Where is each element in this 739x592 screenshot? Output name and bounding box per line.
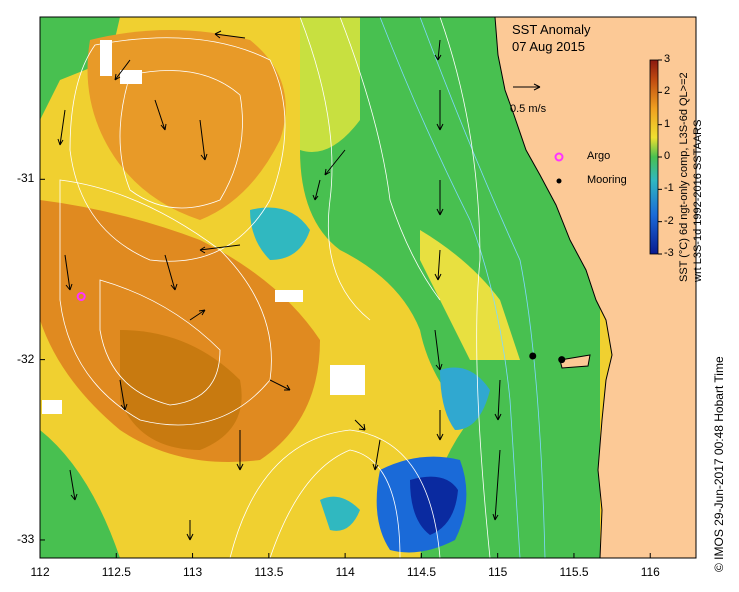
markers	[76, 292, 566, 364]
argo-float-marker	[76, 292, 86, 302]
colorbar-ticks	[658, 59, 662, 255]
current-arrow	[434, 39, 442, 61]
ssh-contour	[439, 17, 491, 558]
current-arrow	[434, 329, 443, 371]
x-tick-label: 113.5	[254, 565, 284, 579]
current-arrow	[354, 419, 366, 431]
current-arrow	[312, 179, 321, 201]
island	[559, 354, 591, 369]
ssh-contour	[229, 429, 441, 558]
mooring-marker	[529, 352, 537, 360]
colorbar-tick-label: 1	[664, 117, 671, 130]
argo-legend-label: Argo	[587, 150, 611, 162]
map-date: 07 Aug 2015	[512, 39, 586, 54]
current-arrow	[492, 449, 501, 521]
colorbar-tick-label: -1	[664, 182, 674, 195]
cool-anomaly-patch-3	[320, 496, 360, 531]
current-arrow	[214, 30, 246, 39]
colorbar-tick-label: -3	[664, 247, 674, 259]
current-arrow	[57, 109, 66, 146]
current-arrow	[69, 469, 78, 501]
ssh-contour	[99, 279, 221, 406]
ssh-contour	[299, 17, 371, 321]
current-arrow	[436, 90, 444, 131]
isobath-line	[419, 17, 546, 558]
mooring-legend-label: Mooring	[587, 174, 627, 186]
x-tick-label: 114	[335, 565, 355, 579]
current-arrow	[436, 180, 444, 216]
x-tick-label: 114.5	[406, 565, 437, 579]
ssh-contour	[119, 70, 243, 209]
y-tick-label: -32	[17, 351, 35, 366]
current-arrow	[64, 254, 73, 291]
current-arrow	[164, 254, 178, 291]
cold-anomaly-core	[410, 476, 458, 535]
colorbar-tick-label: 3	[664, 53, 671, 65]
current-vectors	[57, 30, 502, 541]
current-arrow	[186, 520, 194, 541]
ssh-contour	[339, 17, 441, 301]
colorbar-tick-label: 2	[664, 85, 671, 98]
cool-anomaly-patch-1	[250, 207, 310, 260]
current-arrow	[436, 410, 444, 441]
axis-ticks	[39, 178, 651, 558]
no-data-patch	[42, 400, 62, 414]
y-tick-label: -33	[17, 531, 35, 546]
plot-frame	[39, 16, 697, 559]
ssh-contour	[69, 37, 286, 262]
current-arrow	[324, 149, 346, 176]
current-arrow	[189, 309, 206, 321]
current-arrow	[372, 439, 381, 471]
colorbar-label-line2: wrt L3S-1d 1992-2016 SSTAARS	[692, 119, 704, 282]
colorbar-label-line1: SST (°C) 6d ngt-only comp, L3S-6d QL>=2	[678, 72, 690, 282]
current-arrow	[199, 244, 241, 254]
mooring-marker	[558, 356, 566, 364]
mooring-legend-symbol	[556, 178, 562, 184]
land-mass	[494, 17, 696, 558]
x-tick-label: 113	[183, 565, 203, 579]
x-tick-label: 112	[30, 565, 50, 579]
y-tick-label: -31	[17, 171, 35, 186]
current-arrow	[114, 59, 131, 81]
current-arrow	[269, 379, 291, 391]
colorbar-tick-label: 0	[664, 150, 671, 162]
current-arrow	[154, 99, 167, 131]
no-data-patch	[100, 40, 112, 76]
x-tick-label: 115	[488, 565, 508, 579]
current-arrow	[494, 379, 502, 421]
x-tick-label: 115.5	[559, 565, 589, 579]
ssh-contour	[269, 449, 401, 558]
x-tick-label: 116	[640, 565, 660, 579]
credit-text: © IMOS 29-Jun-2017 00:48 Hobart Time	[712, 356, 726, 572]
x-tick-label: 112.5	[101, 565, 131, 579]
mild-anomaly-zone-e	[420, 230, 520, 360]
current-arrow	[434, 249, 442, 281]
no-data-patch	[120, 70, 142, 84]
neutral-anomaly-zone-sw	[40, 430, 120, 558]
no-data-patch	[330, 365, 365, 395]
argo-legend-symbol	[554, 152, 564, 162]
sst-anomaly-field	[40, 17, 696, 558]
current-arrow	[236, 430, 244, 471]
current-arrow	[199, 119, 208, 161]
map-title: SST Anomaly	[512, 22, 591, 37]
reference-vector-arrow	[513, 83, 541, 91]
no-data-patch	[275, 290, 303, 302]
mild-anomaly-zone-n	[300, 17, 360, 152]
colorbar-tick-label: -2	[664, 214, 674, 227]
reference-vector-label: 0.5 m/s	[510, 103, 547, 115]
isobath-line	[379, 17, 521, 558]
colorbar	[649, 59, 659, 255]
current-arrow	[119, 379, 128, 411]
warm-anomaly-central	[40, 200, 320, 462]
